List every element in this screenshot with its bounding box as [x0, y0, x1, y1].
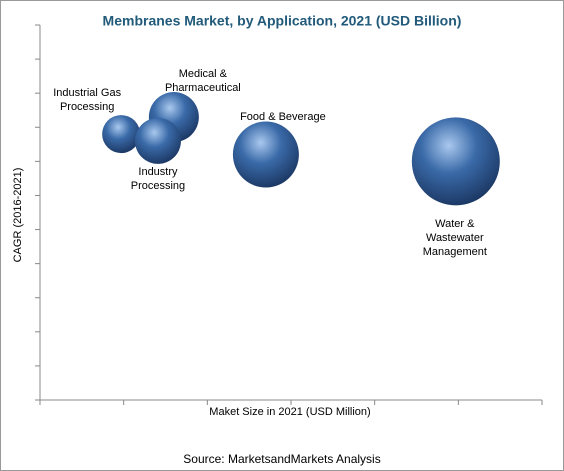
- chart-title: Membranes Market, by Application, 2021 (…: [103, 13, 462, 29]
- bubble-label: Industry Processing: [130, 165, 186, 192]
- y-axis-label: CAGR (2016-2021): [12, 168, 24, 263]
- x-axis-label: Maket Size in 2021 (USD Million): [209, 406, 370, 418]
- bubble: [102, 115, 141, 154]
- bubble: [411, 117, 500, 206]
- bubble: [134, 117, 181, 164]
- bubble-label: Water & Wastewater Management: [422, 218, 487, 259]
- bubble-label: Food & Beverage: [240, 110, 326, 123]
- bubble-label: Industrial Gas Processing: [53, 87, 122, 114]
- bubble-label: Medical & Pharmaceutical: [164, 68, 241, 95]
- bubble: [232, 121, 299, 188]
- source: Source: MarketsandMarkets Analysis: [183, 452, 380, 466]
